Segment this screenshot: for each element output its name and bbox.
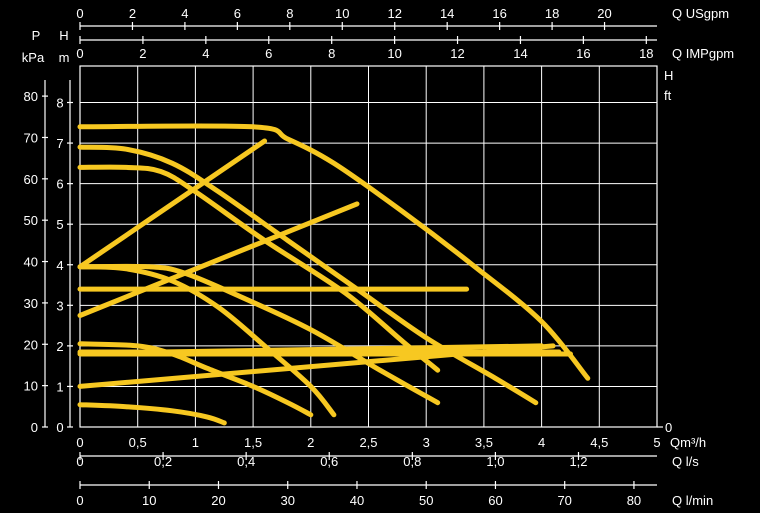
impgpm-tick-label: 6 bbox=[265, 46, 272, 61]
head-m-tick-label: 2 bbox=[56, 339, 63, 354]
pump-curve-2 bbox=[77, 144, 539, 406]
pump-curve-1 bbox=[77, 123, 591, 381]
lmin-tick-label: 70 bbox=[557, 493, 571, 508]
m3h-tick-label: 3,5 bbox=[475, 435, 493, 450]
usgpm-tick-label: 12 bbox=[387, 6, 401, 21]
impgpm-tick-label: 14 bbox=[513, 46, 527, 61]
ls-axis-title: Q l/s bbox=[672, 454, 699, 469]
grid bbox=[80, 66, 657, 427]
impgpm-tick-label: 4 bbox=[202, 46, 209, 61]
lmin-tick-label: 10 bbox=[142, 493, 156, 508]
impgpm-tick-label: 0 bbox=[76, 46, 83, 61]
m3h-tick-label: 2,5 bbox=[359, 435, 377, 450]
ls-tick-label: 0 bbox=[76, 454, 83, 469]
pump-curve-13 bbox=[158, 343, 545, 355]
m3h-tick-label: 1,5 bbox=[244, 435, 262, 450]
ls-tick-label: 0,2 bbox=[154, 454, 172, 469]
lmin-tick-label: 60 bbox=[488, 493, 502, 508]
impgpm-tick-label: 8 bbox=[328, 46, 335, 61]
head-ft-unit-label: ft bbox=[664, 88, 672, 103]
usgpm-tick-label: 10 bbox=[335, 6, 349, 21]
head-m-unit-label: m bbox=[59, 50, 70, 65]
lmin-axis-title: Q l/min bbox=[672, 493, 713, 508]
lmin-tick-label: 50 bbox=[419, 493, 433, 508]
usgpm-axis-title: Q USgpm bbox=[672, 6, 729, 21]
m3h-tick-label: 3 bbox=[423, 435, 430, 450]
ls-tick-label: 0,8 bbox=[403, 454, 421, 469]
lmin-tick-label: 40 bbox=[350, 493, 364, 508]
curves bbox=[77, 123, 591, 426]
ls-tick-label: 1,0 bbox=[486, 454, 504, 469]
impgpm-tick-label: 2 bbox=[139, 46, 146, 61]
usgpm-tick-label: 6 bbox=[234, 6, 241, 21]
pump-curve-9 bbox=[77, 201, 360, 318]
impgpm-tick-label: 16 bbox=[576, 46, 590, 61]
usgpm-tick-label: 0 bbox=[76, 6, 83, 21]
usgpm-tick-label: 18 bbox=[545, 6, 559, 21]
pressure-tick-label: 40 bbox=[24, 255, 38, 270]
pressure-tick-label: 10 bbox=[24, 379, 38, 394]
m3h-tick-label: 4 bbox=[538, 435, 545, 450]
m3h-tick-label: 1 bbox=[192, 435, 199, 450]
head-m-tick-label: 8 bbox=[56, 96, 63, 111]
impgpm-tick-label: 12 bbox=[450, 46, 464, 61]
lmin-tick-label: 0 bbox=[76, 493, 83, 508]
m3h-tick-label: 2 bbox=[307, 435, 314, 450]
ls-tick-label: 1,2 bbox=[569, 454, 587, 469]
pump-curve-8 bbox=[77, 138, 268, 270]
usgpm-tick-label: 4 bbox=[181, 6, 188, 21]
plot-border bbox=[79, 65, 658, 428]
pump-curve-7 bbox=[77, 402, 227, 426]
lmin-tick-label: 80 bbox=[627, 493, 641, 508]
pressure-tick-label: 20 bbox=[24, 337, 38, 352]
head-ft-tick-label: 0 bbox=[665, 420, 672, 435]
usgpm-tick-label: 20 bbox=[597, 6, 611, 21]
pump-curve-5 bbox=[77, 264, 337, 418]
usgpm-tick-label: 16 bbox=[492, 6, 506, 21]
m3h-tick-label: 0 bbox=[76, 435, 83, 450]
head-m-tick-label: 6 bbox=[56, 177, 63, 192]
head-m-tick-label: 7 bbox=[56, 136, 63, 151]
lmin-tick-label: 20 bbox=[211, 493, 225, 508]
m3h-tick-label: 4,5 bbox=[590, 435, 608, 450]
lmin-tick-label: 30 bbox=[280, 493, 294, 508]
pressure-tick-label: 30 bbox=[24, 296, 38, 311]
head-m-tick-label: 5 bbox=[56, 217, 63, 232]
head-m-axis-title: H bbox=[59, 28, 68, 43]
impgpm-tick-label: 10 bbox=[387, 46, 401, 61]
m3h-axis-title: Qm³/h bbox=[670, 435, 706, 450]
head-m-tick-label: 3 bbox=[56, 298, 63, 313]
pressure-tick-label: 60 bbox=[24, 172, 38, 187]
head-m-tick-label: 0 bbox=[56, 420, 63, 435]
pump-curve-4 bbox=[77, 263, 441, 406]
pressure-tick-label: 80 bbox=[24, 89, 38, 104]
pump-curve-6 bbox=[77, 341, 314, 418]
usgpm-tick-label: 2 bbox=[129, 6, 136, 21]
ls-tick-label: 0,4 bbox=[237, 454, 255, 469]
pressure-tick-label: 0 bbox=[31, 420, 38, 435]
m3h-tick-label: 0,5 bbox=[129, 435, 147, 450]
pressure-tick-label: 70 bbox=[24, 130, 38, 145]
pressure-unit-label: kPa bbox=[22, 50, 45, 65]
impgpm-tick-label: 18 bbox=[639, 46, 653, 61]
usgpm-tick-label: 8 bbox=[286, 6, 293, 21]
head-m-tick-label: 4 bbox=[56, 258, 63, 273]
usgpm-tick-label: 14 bbox=[440, 6, 454, 21]
head-m-tick-label: 1 bbox=[56, 379, 63, 394]
pump-curve-3 bbox=[77, 164, 441, 373]
plot-frame bbox=[79, 65, 658, 428]
impgpm-axis-title: Q IMPgpm bbox=[672, 46, 734, 61]
head-ft-axis-title: H bbox=[664, 68, 673, 83]
pressure-axis-title: P bbox=[32, 28, 41, 43]
ls-tick-label: 0,6 bbox=[320, 454, 338, 469]
m3h-tick-label: 5 bbox=[653, 435, 660, 450]
pressure-tick-label: 50 bbox=[24, 213, 38, 228]
